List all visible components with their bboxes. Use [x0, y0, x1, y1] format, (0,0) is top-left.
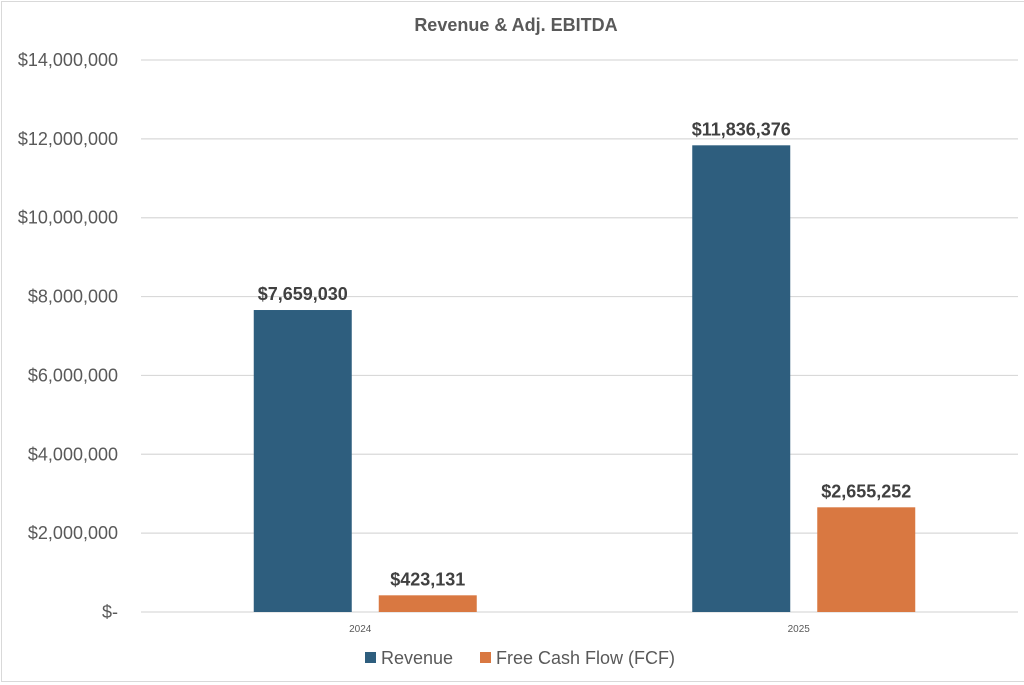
- y-tick-label: $6,000,000: [28, 365, 118, 385]
- bar-revenue-2024: [253, 310, 352, 612]
- legend-label: Revenue: [381, 648, 453, 668]
- chart-title: Revenue & Adj. EBITDA: [414, 15, 617, 35]
- y-tick-label: $-: [102, 602, 118, 622]
- y-tick-label: $12,000,000: [18, 129, 118, 149]
- bar-free-cash-flow-fcf-2024: [378, 595, 477, 612]
- bars: [253, 145, 916, 613]
- data-labels: $7,659,030 $423,131 $11,836,376 $2,655,252: [258, 119, 912, 589]
- bar-revenue-2025: [692, 145, 791, 613]
- y-tick-label: $2,000,000: [28, 523, 118, 543]
- y-axis-ticks: $- $2,000,000 $4,000,000 $6,000,000 $8,000,0…: [18, 50, 118, 622]
- x-tick-label: 2024: [349, 624, 372, 635]
- y-tick-label: $8,000,000: [28, 287, 118, 307]
- legend-label: Free Cash Flow (FCF): [496, 648, 675, 668]
- legend-swatch: [365, 652, 376, 663]
- bar-free-cash-flow-fcf-2025: [817, 507, 916, 612]
- y-tick-label: $4,000,000: [28, 444, 118, 464]
- y-tick-label: $14,000,000: [18, 50, 118, 70]
- data-label: $7,659,030: [258, 284, 348, 304]
- legend: Revenue Free Cash Flow (FCF): [365, 648, 675, 668]
- data-label: $423,131: [390, 569, 465, 589]
- data-label: $2,655,252: [821, 481, 911, 501]
- y-tick-label: $10,000,000: [18, 208, 118, 228]
- x-axis-ticks: 2024 2025: [349, 624, 810, 635]
- data-label: $11,836,376: [692, 119, 791, 139]
- legend-swatch: [480, 652, 491, 663]
- x-tick-label: 2025: [788, 624, 811, 635]
